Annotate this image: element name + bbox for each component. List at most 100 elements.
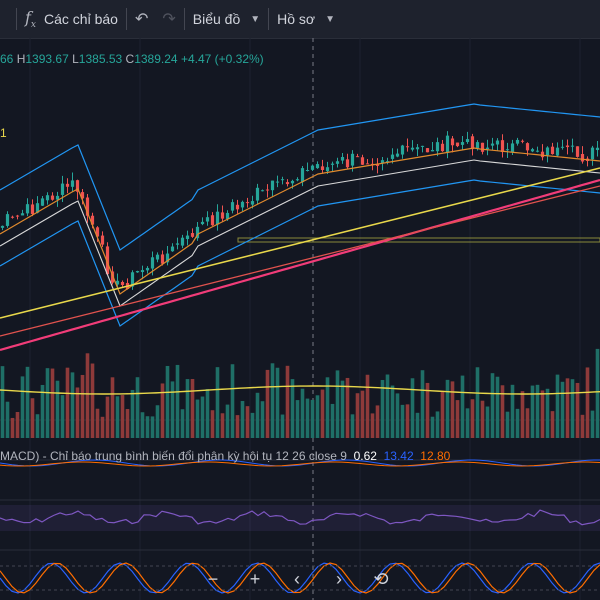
candle-body [515,139,520,144]
macd-params: 12 26 close 9 [275,449,347,463]
volume-bar [170,381,175,438]
fx-icon: fx [25,7,36,31]
candle-body [580,154,585,162]
volume-bar [440,390,445,438]
candle-body [100,235,105,245]
volume-bar [35,414,40,438]
low-key: L [72,52,79,66]
volume-bar [260,401,265,438]
candle-body [175,243,180,245]
candle-body [145,267,150,271]
volume-bar [30,398,35,438]
candle-body [70,180,75,187]
chart-menu-button[interactable]: Biểu đồ ▼ [193,0,260,38]
volume-bar [480,400,485,438]
volume-bar [435,411,440,438]
macd-line [0,459,600,467]
volume-bar [65,367,70,438]
open-value: 66 [0,52,14,66]
signal-line [0,461,600,467]
scroll-right-button[interactable]: › [326,566,352,592]
candle-body [575,146,580,157]
candle-body [265,189,270,191]
candle-body [340,156,345,161]
volume-bar [305,398,310,438]
volume-bar [510,384,515,438]
chevron-down-icon: ▼ [250,13,261,25]
scroll-left-button[interactable]: ‹ [284,566,310,592]
volume-bar [580,414,585,438]
volume-bar [190,379,195,438]
price-chart[interactable] [0,38,600,600]
volume-bar [55,380,60,438]
toolbar-divider [16,8,17,30]
undo-icon: ↶ [134,11,149,28]
volume-bar [225,404,230,438]
volume-bar [80,374,85,438]
volume-bar [595,348,600,438]
candle-body [570,145,575,147]
candle-body [400,145,405,155]
candle-body [450,138,455,146]
profile-menu-button[interactable]: Hồ sơ ▼ [277,0,335,38]
ma-short [0,147,600,295]
candle-body [320,166,325,170]
rsi-band [0,505,600,531]
volume-bar [370,413,375,438]
volume-bar [280,414,285,438]
candle-body [65,183,70,187]
low-value: 1385.53 [78,52,123,66]
volume-bar [265,369,270,438]
volume-bar [420,370,425,438]
candle-body [395,153,400,157]
volume-bar [340,380,345,438]
volume-bar [175,364,180,438]
undo-button[interactable]: ↶ [135,0,148,38]
candle-body [465,139,470,143]
volume-bar [250,412,255,438]
candle-body [0,225,5,228]
candle-body [80,192,85,199]
candle-body [355,156,360,158]
reset-chart-button[interactable]: ⟲ [368,566,394,592]
bollinger-lower [0,179,600,327]
change-value: +4.47 (+0.32%) [180,52,264,66]
volume-bar [325,377,330,438]
candle-body [85,197,90,216]
candle-body [325,167,330,172]
candle-body [285,182,290,185]
candle-body [50,195,55,200]
candle-body [275,181,280,183]
volume-bar [105,396,110,438]
toolbar-cutoff-item[interactable] [0,0,8,38]
close-key: C [125,52,135,66]
volume-bar [285,365,290,438]
volume-bar [500,385,505,438]
candle-body [150,257,155,269]
candle-body [455,142,460,147]
candle-body [135,271,140,273]
candle-body [220,212,225,219]
candle-body [535,150,540,152]
candle-body [95,227,100,237]
volume-bar [240,401,245,438]
volume-bar [375,405,380,438]
candle-body [10,216,15,218]
candle-body [310,165,315,170]
candle-body [550,146,555,155]
indicators-button[interactable]: fx Các chỉ báo [25,0,118,38]
candle-body [555,147,560,156]
volume-bar [565,378,570,438]
zoom-out-button[interactable]: − [200,566,226,592]
volume-bar [450,381,455,438]
volume-bar [350,414,355,438]
volume-bar [430,416,435,438]
candle-body [245,202,250,204]
volume-bar [570,379,575,438]
candle-body [345,159,350,168]
redo-button[interactable]: ↷ [162,0,175,38]
volume-bar [490,373,495,438]
zoom-in-button[interactable]: + [242,566,268,592]
candle-body [170,246,175,252]
ohlc-legend: 66 H1393.67 L1385.53 C1389.24 +4.47 (+0.… [0,52,264,66]
